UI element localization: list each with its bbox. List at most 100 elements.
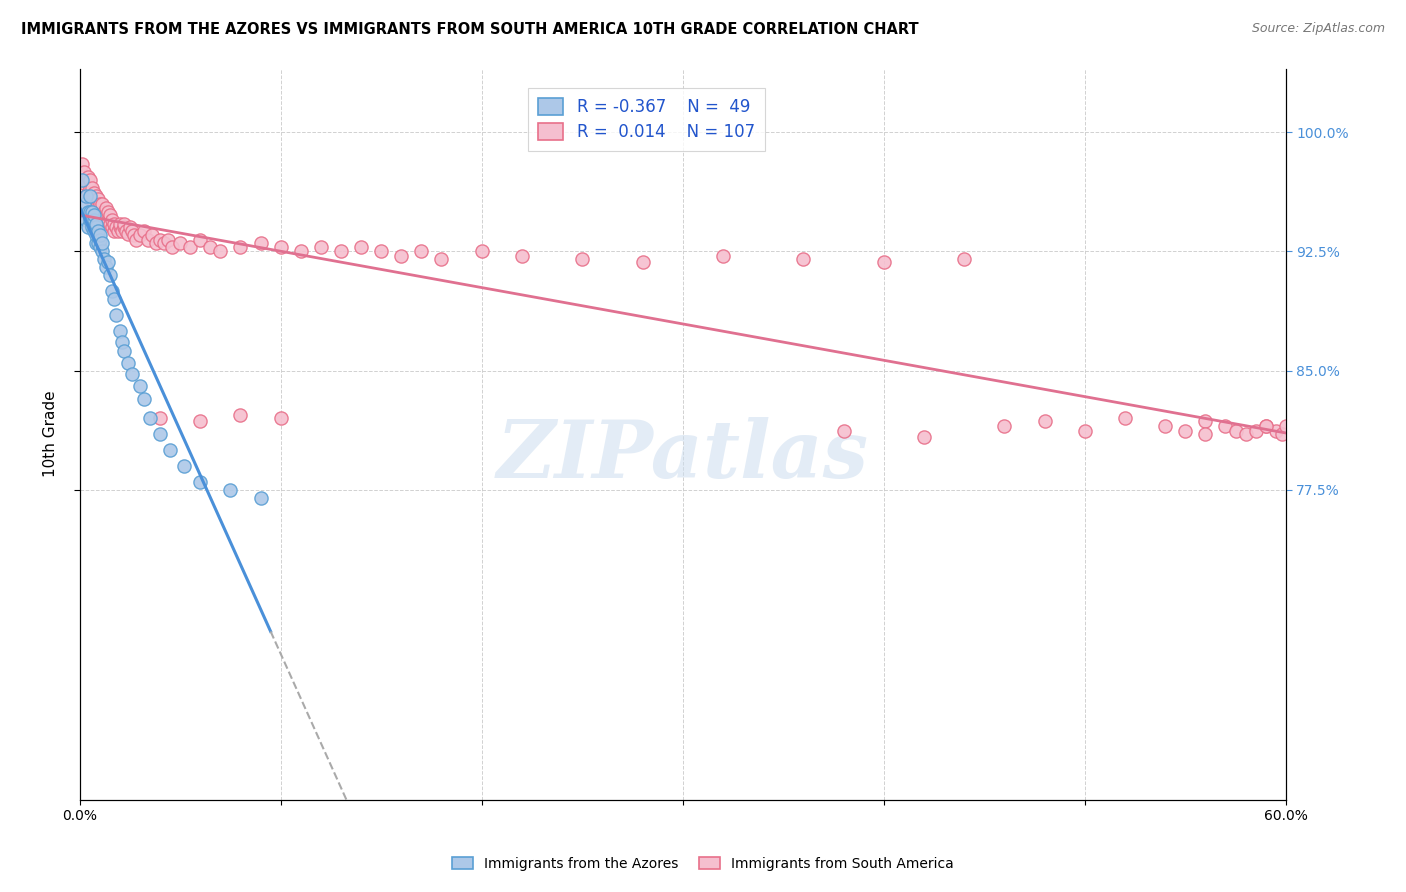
Point [330,244,353,259]
Point [80,220,103,235]
Point [87,228,110,243]
Point [87,224,110,238]
Point [111,334,134,349]
Point [912,430,935,444]
Point [229,239,252,253]
Point [80,180,103,194]
Point [87,204,110,219]
Point [108,217,131,231]
Point [84,217,107,231]
Point [90,196,112,211]
Point [122,228,145,243]
Point [179,239,201,253]
Text: IMMIGRANTS FROM THE AZORES VS IMMIGRANTS FROM SOUTH AMERICA 10TH GRADE CORRELATI: IMMIGRANTS FROM THE AZORES VS IMMIGRANTS… [21,22,918,37]
Point [832,424,855,438]
Point [1194,427,1216,442]
Point [117,227,139,241]
Point [80,192,103,206]
Point [73,165,96,179]
Point [571,252,593,267]
Point [73,196,96,211]
Point [118,220,141,235]
Point [1074,424,1097,438]
Point [115,224,138,238]
Point [84,236,107,251]
Point [89,239,111,253]
Point [188,414,211,428]
Point [84,202,107,216]
Point [270,411,292,425]
Point [84,228,107,243]
Point [112,217,135,231]
Point [370,244,392,259]
Point [117,356,139,370]
Point [75,212,97,227]
Point [129,228,152,243]
Point [84,188,107,202]
Point [169,236,191,251]
Point [993,419,1015,434]
Point [87,236,110,251]
Point [76,220,98,235]
Point [411,244,433,259]
Point [103,292,125,306]
Legend: Immigrants from the Azores, Immigrants from South America: Immigrants from the Azores, Immigrants f… [447,851,959,876]
Point [270,239,292,253]
Point [108,220,131,235]
Point [1225,424,1247,438]
Point [97,212,120,227]
Point [111,224,134,238]
Point [89,196,111,211]
Point [145,236,167,251]
Point [84,220,107,235]
Point [98,217,121,231]
Point [139,411,162,425]
Point [75,188,97,202]
Point [83,192,105,206]
Point [98,268,121,282]
Point [792,252,814,267]
Point [107,224,129,238]
Point [510,249,533,263]
Point [1114,411,1136,425]
Point [1244,424,1267,438]
Point [631,255,654,269]
Point [98,208,121,222]
Text: ZIPatlas: ZIPatlas [496,417,869,495]
Point [93,204,115,219]
Point [112,344,135,359]
Point [80,212,103,227]
Point [1033,414,1056,428]
Point [97,204,120,219]
Point [200,239,222,253]
Point [121,224,143,238]
Point [1274,419,1296,434]
Point [711,249,734,263]
Point [76,186,98,200]
Point [89,228,111,243]
Point [1254,419,1277,434]
Point [132,224,155,238]
Point [83,224,105,238]
Point [70,157,93,171]
Point [84,192,107,206]
Point [94,260,117,275]
Point [83,186,105,200]
Point [209,244,232,259]
Point [76,204,98,219]
Point [87,196,110,211]
Point [89,202,111,216]
Point [350,239,373,253]
Point [80,204,103,219]
Point [94,202,117,216]
Point [83,220,105,235]
Point [104,308,127,322]
Point [90,236,112,251]
Point [73,176,96,190]
Point [153,236,176,251]
Point [79,192,101,206]
Point [149,411,172,425]
Point [101,284,124,298]
Point [1254,419,1277,434]
Point [87,192,110,206]
